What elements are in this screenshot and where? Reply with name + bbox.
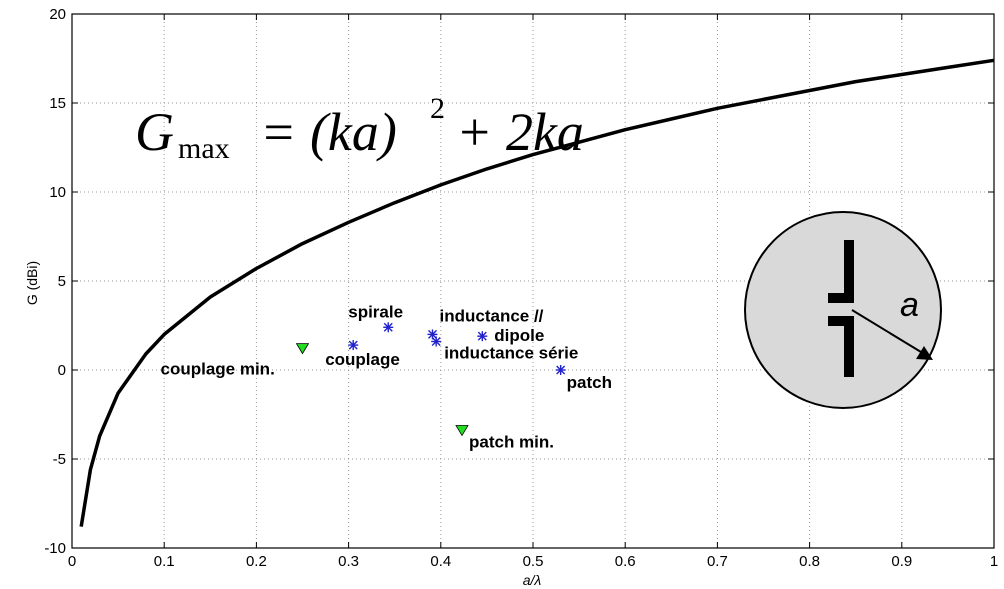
y-tick-label: -10: [44, 540, 66, 557]
x-tick-label: 0.7: [707, 553, 728, 570]
point-labels: couplage min. couplage spirale inductance /…: [161, 302, 613, 451]
formula-exponent: 2: [430, 92, 445, 125]
y-tick-label: 20: [49, 6, 66, 23]
y-tick-label: 5: [58, 273, 66, 290]
point-marker-star: [431, 336, 442, 347]
formula-sub: max: [178, 132, 230, 165]
x-tick-label: 0.3: [338, 553, 359, 570]
point-label: patch min.: [469, 433, 554, 452]
x-tick-label: 0.6: [615, 553, 636, 570]
formula: G max = (ka) 2 + 2ka: [135, 92, 584, 165]
point-label: inductance //: [440, 306, 544, 325]
x-tick-label: 0.8: [799, 553, 820, 570]
point-label: spirale: [348, 302, 403, 321]
inset-radius-arrow: [851, 309, 922, 353]
plot-frame: [71, 13, 995, 549]
y-tick-label: 15: [49, 95, 66, 112]
point-marker-triangle: [295, 343, 310, 355]
point-label: couplage min.: [161, 360, 275, 379]
y-tick-label: 0: [58, 362, 66, 379]
point-label: inductance série: [444, 344, 578, 363]
x-tick-label: 0: [68, 553, 76, 570]
x-axis-label: a/λ: [523, 572, 542, 588]
data-points: [295, 322, 566, 437]
x-tick-label: 1: [990, 553, 998, 570]
inset-dipole-upper: [828, 240, 854, 303]
x-tick-label: 0.9: [891, 553, 912, 570]
formula-g: G: [135, 102, 174, 162]
inset-radius-label: a: [900, 286, 919, 324]
inset-dipole-lower: [828, 316, 854, 377]
point-label: patch: [567, 373, 612, 392]
inset-arrow-head: [916, 346, 933, 360]
x-tick-label: 0.2: [246, 553, 267, 570]
y-tick-label: 10: [49, 184, 66, 201]
inset-sphere: [744, 211, 942, 409]
point-marker-star: [555, 365, 566, 375]
point-marker-star: [348, 340, 359, 351]
axis-ticks: 0 0.1 0.2 0.3 0.4 0.5 0.6 0.7 0.8 0.9 1 -10 -5 0 5 10 15…: [44, 6, 998, 570]
y-axis-label: G (dBi): [24, 261, 40, 305]
point-marker-star: [477, 331, 488, 342]
formula-tail: + 2ka: [456, 102, 584, 162]
gmax-curve: [79, 58, 995, 527]
point-label: dipole: [494, 326, 544, 345]
x-tick-label: 0.1: [154, 553, 175, 570]
y-tick-label: -5: [53, 451, 66, 468]
x-tick-label: 0.4: [430, 553, 451, 570]
point-marker-triangle: [455, 425, 469, 437]
point-marker-star: [383, 322, 394, 333]
formula-rhs: = (ka): [260, 102, 397, 162]
x-tick-label: 0.5: [523, 553, 544, 570]
grid: [72, 14, 994, 548]
point-label: couplage: [325, 350, 400, 369]
antenna-inset: a: [744, 211, 942, 409]
